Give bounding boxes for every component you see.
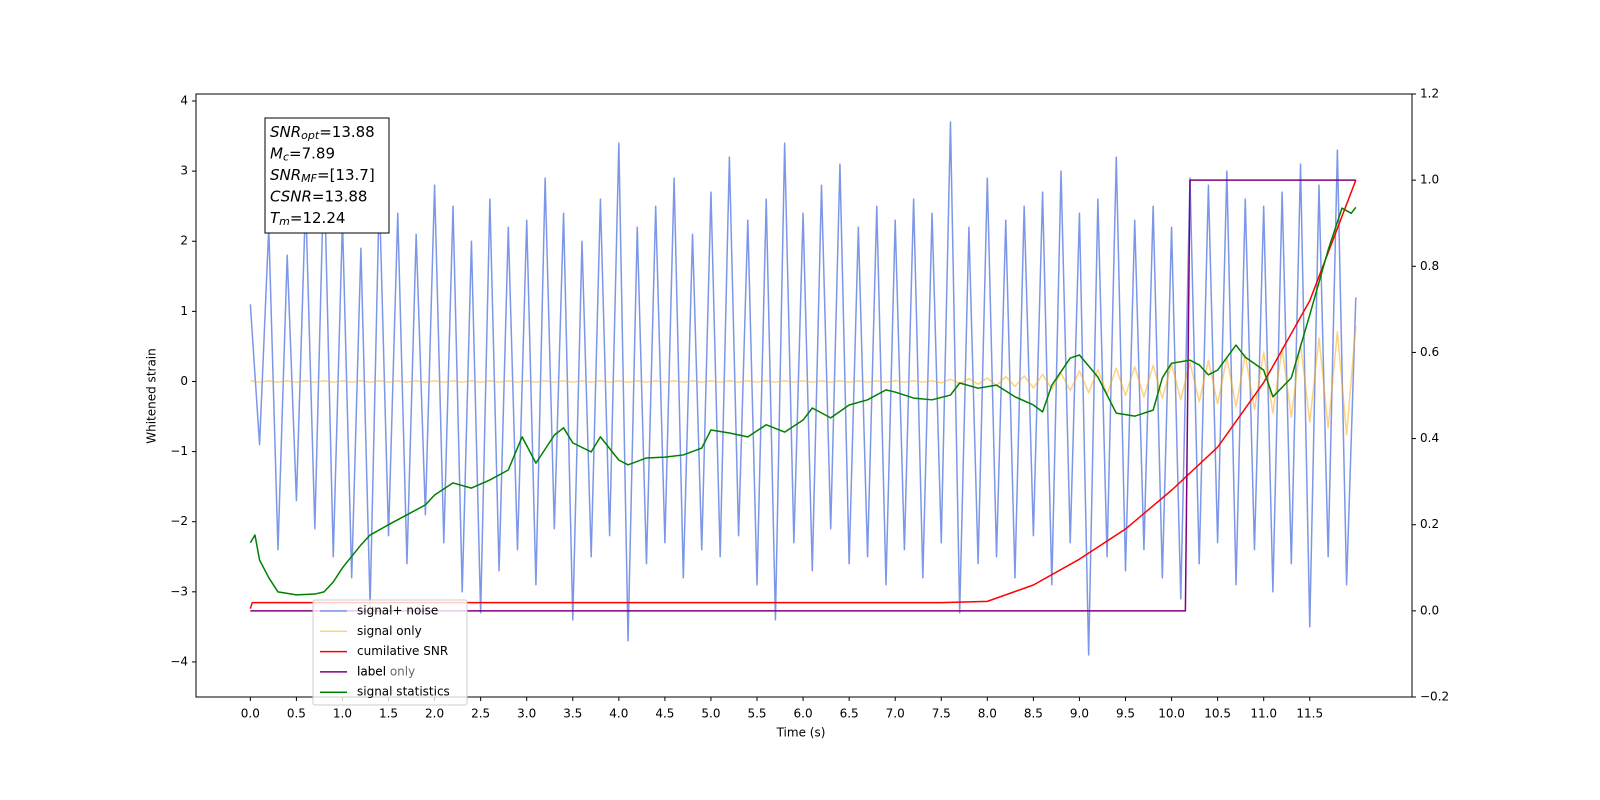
annotation-subscript: c: [283, 151, 289, 164]
y2-tick-label: 0.0: [1420, 603, 1439, 617]
x-tick-label: 7.0: [886, 707, 905, 721]
x-axis-label: Time (s): [776, 726, 826, 740]
series-line: [249, 121, 1357, 656]
x-tick-label: 10.0: [1158, 707, 1185, 721]
series-line: [249, 206, 1357, 596]
x-tick-label: 4.5: [655, 707, 674, 721]
plot-frame: [195, 93, 1413, 698]
y-tick-label: −3: [170, 584, 188, 598]
y-tick-label: 2: [180, 234, 188, 248]
annotation-symbol: SNR: [270, 166, 301, 184]
x-tick-label: 11.0: [1250, 707, 1277, 721]
y-tick-label: 0: [180, 374, 188, 388]
y2-tick-label: 1.0: [1420, 173, 1439, 187]
x-tick-label: 8.5: [1024, 707, 1043, 721]
series-line: [250, 179, 1356, 612]
x-tick-label: 10.5: [1204, 707, 1231, 721]
annotation-text: =13.88: [319, 123, 375, 141]
annotation-subscript: MF: [301, 172, 317, 185]
y-tick-label: 4: [180, 94, 188, 108]
y-tick-label: 3: [180, 164, 188, 178]
annotation-symbol: CSNR: [270, 187, 312, 205]
x-tick-label: 8.0: [978, 707, 997, 721]
legend-label: label: [357, 664, 386, 678]
x-tick-label: 4.0: [609, 707, 628, 721]
y-tick-label: −1: [170, 444, 188, 458]
y-tick-label: −4: [170, 654, 188, 668]
annotation: Mc=7.89: [270, 144, 335, 164]
x-tick-label: 7.5: [932, 707, 951, 721]
annotation-symbol: M: [270, 144, 283, 162]
annotation-symbol: T: [270, 209, 281, 227]
x-tick-label: 5.0: [701, 707, 720, 721]
annotation: CSNR=13.88: [270, 187, 367, 205]
legend-label: cumilative SNR: [357, 644, 448, 658]
x-tick-label: 3.5: [563, 707, 582, 721]
annotation: Tm=12.24: [270, 209, 345, 229]
legend-label: signal statistics: [357, 685, 450, 699]
x-tick-label: 9.0: [1070, 707, 1089, 721]
annotation-box: [264, 117, 390, 234]
y-tick-label: 1: [180, 304, 188, 318]
legend-label: signal only: [357, 624, 422, 638]
y2-tick-label: −0.2: [1420, 690, 1449, 704]
x-tick-label: 6.5: [840, 707, 859, 721]
x-tick-label: 2.5: [471, 707, 490, 721]
legend-label-faded: label only: [357, 664, 415, 678]
x-tick-label: 1.5: [379, 707, 398, 721]
x-tick-label: 11.5: [1296, 707, 1323, 721]
annotation-subscript: opt: [301, 129, 320, 142]
annotation-subscript: m: [279, 215, 290, 228]
y2-tick-label: 0.4: [1420, 431, 1439, 445]
y2-tick-label: 1.2: [1420, 87, 1439, 101]
legend-box: [312, 599, 468, 706]
annotation: SNRopt=13.88: [270, 123, 375, 143]
y-axis-label: Whitened strain: [145, 348, 159, 444]
x-tick-label: 2.0: [425, 707, 444, 721]
annotation-text: =[13.7]: [317, 166, 375, 184]
x-tick-label: 5.5: [747, 707, 766, 721]
x-tick-label: 9.5: [1116, 707, 1135, 721]
x-tick-label: 6.0: [794, 707, 813, 721]
annotation: SNRMF=[13.7]: [270, 166, 375, 186]
annotation-text: =13.88: [312, 187, 368, 205]
x-tick-label: 0.0: [241, 707, 260, 721]
x-tick-label: 0.5: [287, 707, 306, 721]
x-tick-label: 3.0: [517, 707, 536, 721]
annotation-text: =7.89: [289, 144, 335, 162]
legend-label: signal+ noise: [357, 604, 438, 618]
y2-tick-label: 0.6: [1420, 345, 1439, 359]
annotation-symbol: SNR: [270, 123, 301, 141]
y2-tick-label: 0.8: [1420, 259, 1439, 273]
annotation-text: =12.24: [290, 209, 346, 227]
x-tick-label: 1.0: [333, 707, 352, 721]
y2-tick-label: 0.2: [1420, 517, 1439, 531]
y-tick-label: −2: [170, 514, 188, 528]
